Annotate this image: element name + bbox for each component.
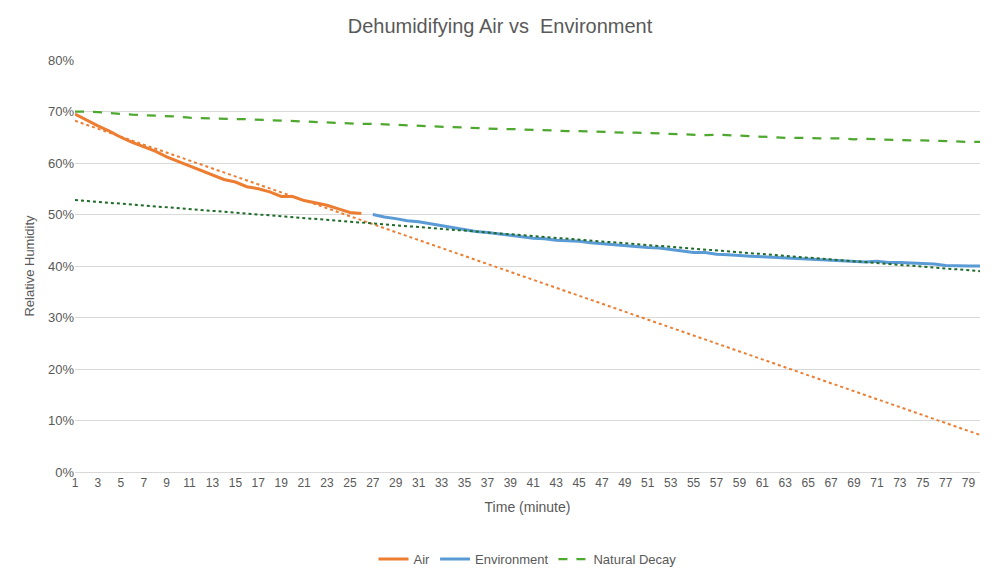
svg-text:67: 67 <box>824 476 838 490</box>
svg-text:51: 51 <box>641 476 655 490</box>
svg-text:7: 7 <box>140 476 147 490</box>
svg-text:11: 11 <box>183 476 196 490</box>
svg-text:Natural Decay: Natural Decay <box>593 552 676 567</box>
svg-text:37: 37 <box>481 476 495 490</box>
svg-text:63: 63 <box>779 476 793 490</box>
svg-text:39: 39 <box>504 476 518 490</box>
svg-text:53: 53 <box>664 476 678 490</box>
svg-text:30%: 30% <box>48 310 74 325</box>
svg-text:Time (minute): Time (minute) <box>485 499 571 515</box>
svg-text:65: 65 <box>801 476 815 490</box>
svg-text:40%: 40% <box>48 259 74 274</box>
svg-text:31: 31 <box>412 476 426 490</box>
svg-text:79: 79 <box>962 476 976 490</box>
svg-text:55: 55 <box>687 476 701 490</box>
svg-text:27: 27 <box>366 476 380 490</box>
svg-text:45: 45 <box>572 476 586 490</box>
svg-text:19: 19 <box>275 476 289 490</box>
svg-text:13: 13 <box>206 476 220 490</box>
svg-text:41: 41 <box>527 476 541 490</box>
svg-text:57: 57 <box>710 476 724 490</box>
svg-text:73: 73 <box>893 476 907 490</box>
svg-text:25: 25 <box>343 476 357 490</box>
svg-text:20%: 20% <box>48 362 74 377</box>
svg-text:10%: 10% <box>48 413 74 428</box>
svg-text:75: 75 <box>916 476 930 490</box>
svg-text:17: 17 <box>252 476 266 490</box>
svg-text:Air: Air <box>414 552 431 567</box>
svg-text:5: 5 <box>117 476 124 490</box>
svg-text:60%: 60% <box>48 156 74 171</box>
svg-text:35: 35 <box>458 476 472 490</box>
svg-text:0%: 0% <box>55 465 74 480</box>
svg-text:9: 9 <box>163 476 170 490</box>
svg-text:61: 61 <box>756 476 770 490</box>
svg-text:77: 77 <box>939 476 953 490</box>
svg-text:Environment: Environment <box>475 552 548 567</box>
svg-text:3: 3 <box>95 476 102 490</box>
svg-text:33: 33 <box>435 476 449 490</box>
svg-text:47: 47 <box>595 476 609 490</box>
svg-text:50%: 50% <box>48 207 74 222</box>
svg-text:21: 21 <box>297 476 311 490</box>
svg-text:Dehumidifying Air vs Environm: Dehumidifying Air vs Environment <box>348 15 653 37</box>
svg-text:29: 29 <box>389 476 403 490</box>
svg-text:43: 43 <box>549 476 563 490</box>
svg-text:1: 1 <box>72 476 79 490</box>
svg-text:Relative Humidity: Relative Humidity <box>22 215 37 317</box>
svg-text:71: 71 <box>870 476 884 490</box>
svg-text:23: 23 <box>320 476 334 490</box>
svg-text:15: 15 <box>229 476 243 490</box>
svg-text:69: 69 <box>847 476 861 490</box>
svg-text:59: 59 <box>733 476 747 490</box>
svg-text:49: 49 <box>618 476 632 490</box>
svg-text:70%: 70% <box>48 104 74 119</box>
svg-text:80%: 80% <box>48 53 74 68</box>
